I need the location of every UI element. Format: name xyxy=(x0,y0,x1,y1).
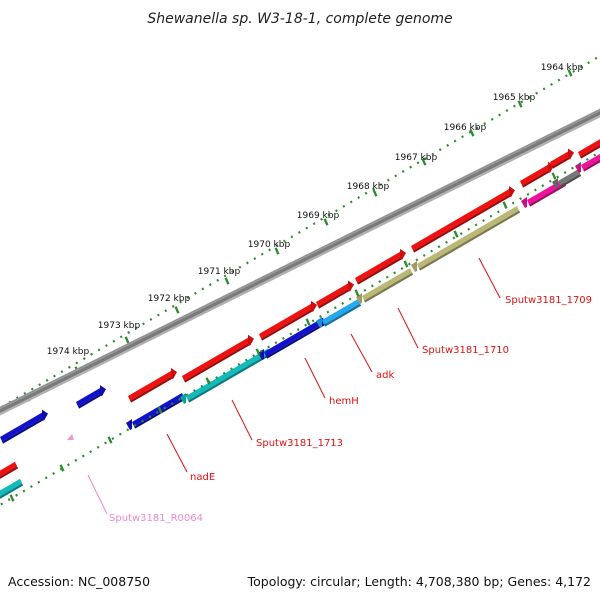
gene-feature-blue xyxy=(0,409,48,444)
gene-label: Sputw3181_1710 xyxy=(422,345,509,356)
gene-feature-blue xyxy=(76,385,106,409)
gene-label: Sputw3181_1709 xyxy=(505,295,592,306)
scale-tick-label: 1966 kbp xyxy=(444,123,487,133)
scale-tick xyxy=(274,247,280,255)
scale-tick xyxy=(469,129,475,137)
scale-tick xyxy=(372,189,378,197)
scale-tick-label: 1973 kbp xyxy=(98,321,141,331)
outer-scale-track xyxy=(1,56,598,408)
scale-tick xyxy=(124,336,130,344)
gene-feature-red xyxy=(355,248,406,285)
scale-tick-label: 1964 kbp xyxy=(541,63,584,73)
scale-tick xyxy=(224,277,230,285)
scale-tick-label: 1974 kbp xyxy=(47,347,90,357)
gene-label: Sputw3181_R0064 xyxy=(109,513,203,524)
gene-feature-gray xyxy=(552,167,582,189)
label-leader-lines xyxy=(87,257,501,515)
gene-feature-red xyxy=(578,139,600,159)
gene-feature-magenta xyxy=(575,153,600,173)
gene-label: hemH xyxy=(329,396,359,407)
genome-backbone xyxy=(0,108,600,416)
accession-text: Accession: NC_008750 xyxy=(8,574,150,589)
gene-feature-red xyxy=(411,186,515,253)
gene-feature-blue xyxy=(258,315,327,360)
scale-tick xyxy=(421,158,427,166)
gene-feature-red xyxy=(128,368,177,403)
scale-labels: 1964 kbp 1965 kbp 1966 kbp 1967 kbp 1968 kbp… xyxy=(47,63,584,357)
scale-tick xyxy=(323,218,329,226)
gene-label: nadE xyxy=(190,472,215,483)
gene-label: adk xyxy=(376,370,394,381)
gene-feature-red xyxy=(182,334,254,383)
gene-feature-red xyxy=(550,148,574,169)
scale-tick-label: 1972 kbp xyxy=(148,294,191,304)
gene-feature-blue xyxy=(126,390,186,430)
rna-feature-pink xyxy=(67,434,74,440)
gene-feature-red xyxy=(520,161,554,188)
scale-tick xyxy=(174,306,180,314)
scale-tick-label: 1971 kbp xyxy=(198,267,241,277)
genome-summary-text: Topology: circular; Length: 4,708,380 bp… xyxy=(247,574,591,589)
gene-feature-red xyxy=(259,300,317,341)
scale-tick-label: 1967 kbp xyxy=(395,153,438,163)
gene-feature-cyan xyxy=(0,476,24,499)
scale-tick-label: 1969 kbp xyxy=(297,211,340,221)
scale-tick-label: 1970 kbp xyxy=(248,240,291,250)
scale-tick-label: 1965 kbp xyxy=(493,93,536,103)
gene-feature-olive xyxy=(356,265,414,304)
gene-feature-cyan xyxy=(180,346,272,404)
map-title: Shewanella sp. W3-18-1, complete genome xyxy=(147,11,452,27)
gene-feature-olive xyxy=(411,203,521,272)
scale-tick-label: 1968 kbp xyxy=(347,182,390,192)
gene-feature-red xyxy=(0,459,19,479)
gene-features xyxy=(0,139,600,499)
scale-tick xyxy=(567,69,573,77)
gene-feature-skyblue xyxy=(316,296,362,328)
inner-scale-track xyxy=(0,153,597,506)
gene-label: Sputw3181_1713 xyxy=(256,438,343,449)
gene-feature-red xyxy=(316,280,354,309)
scale-tick xyxy=(517,100,523,108)
